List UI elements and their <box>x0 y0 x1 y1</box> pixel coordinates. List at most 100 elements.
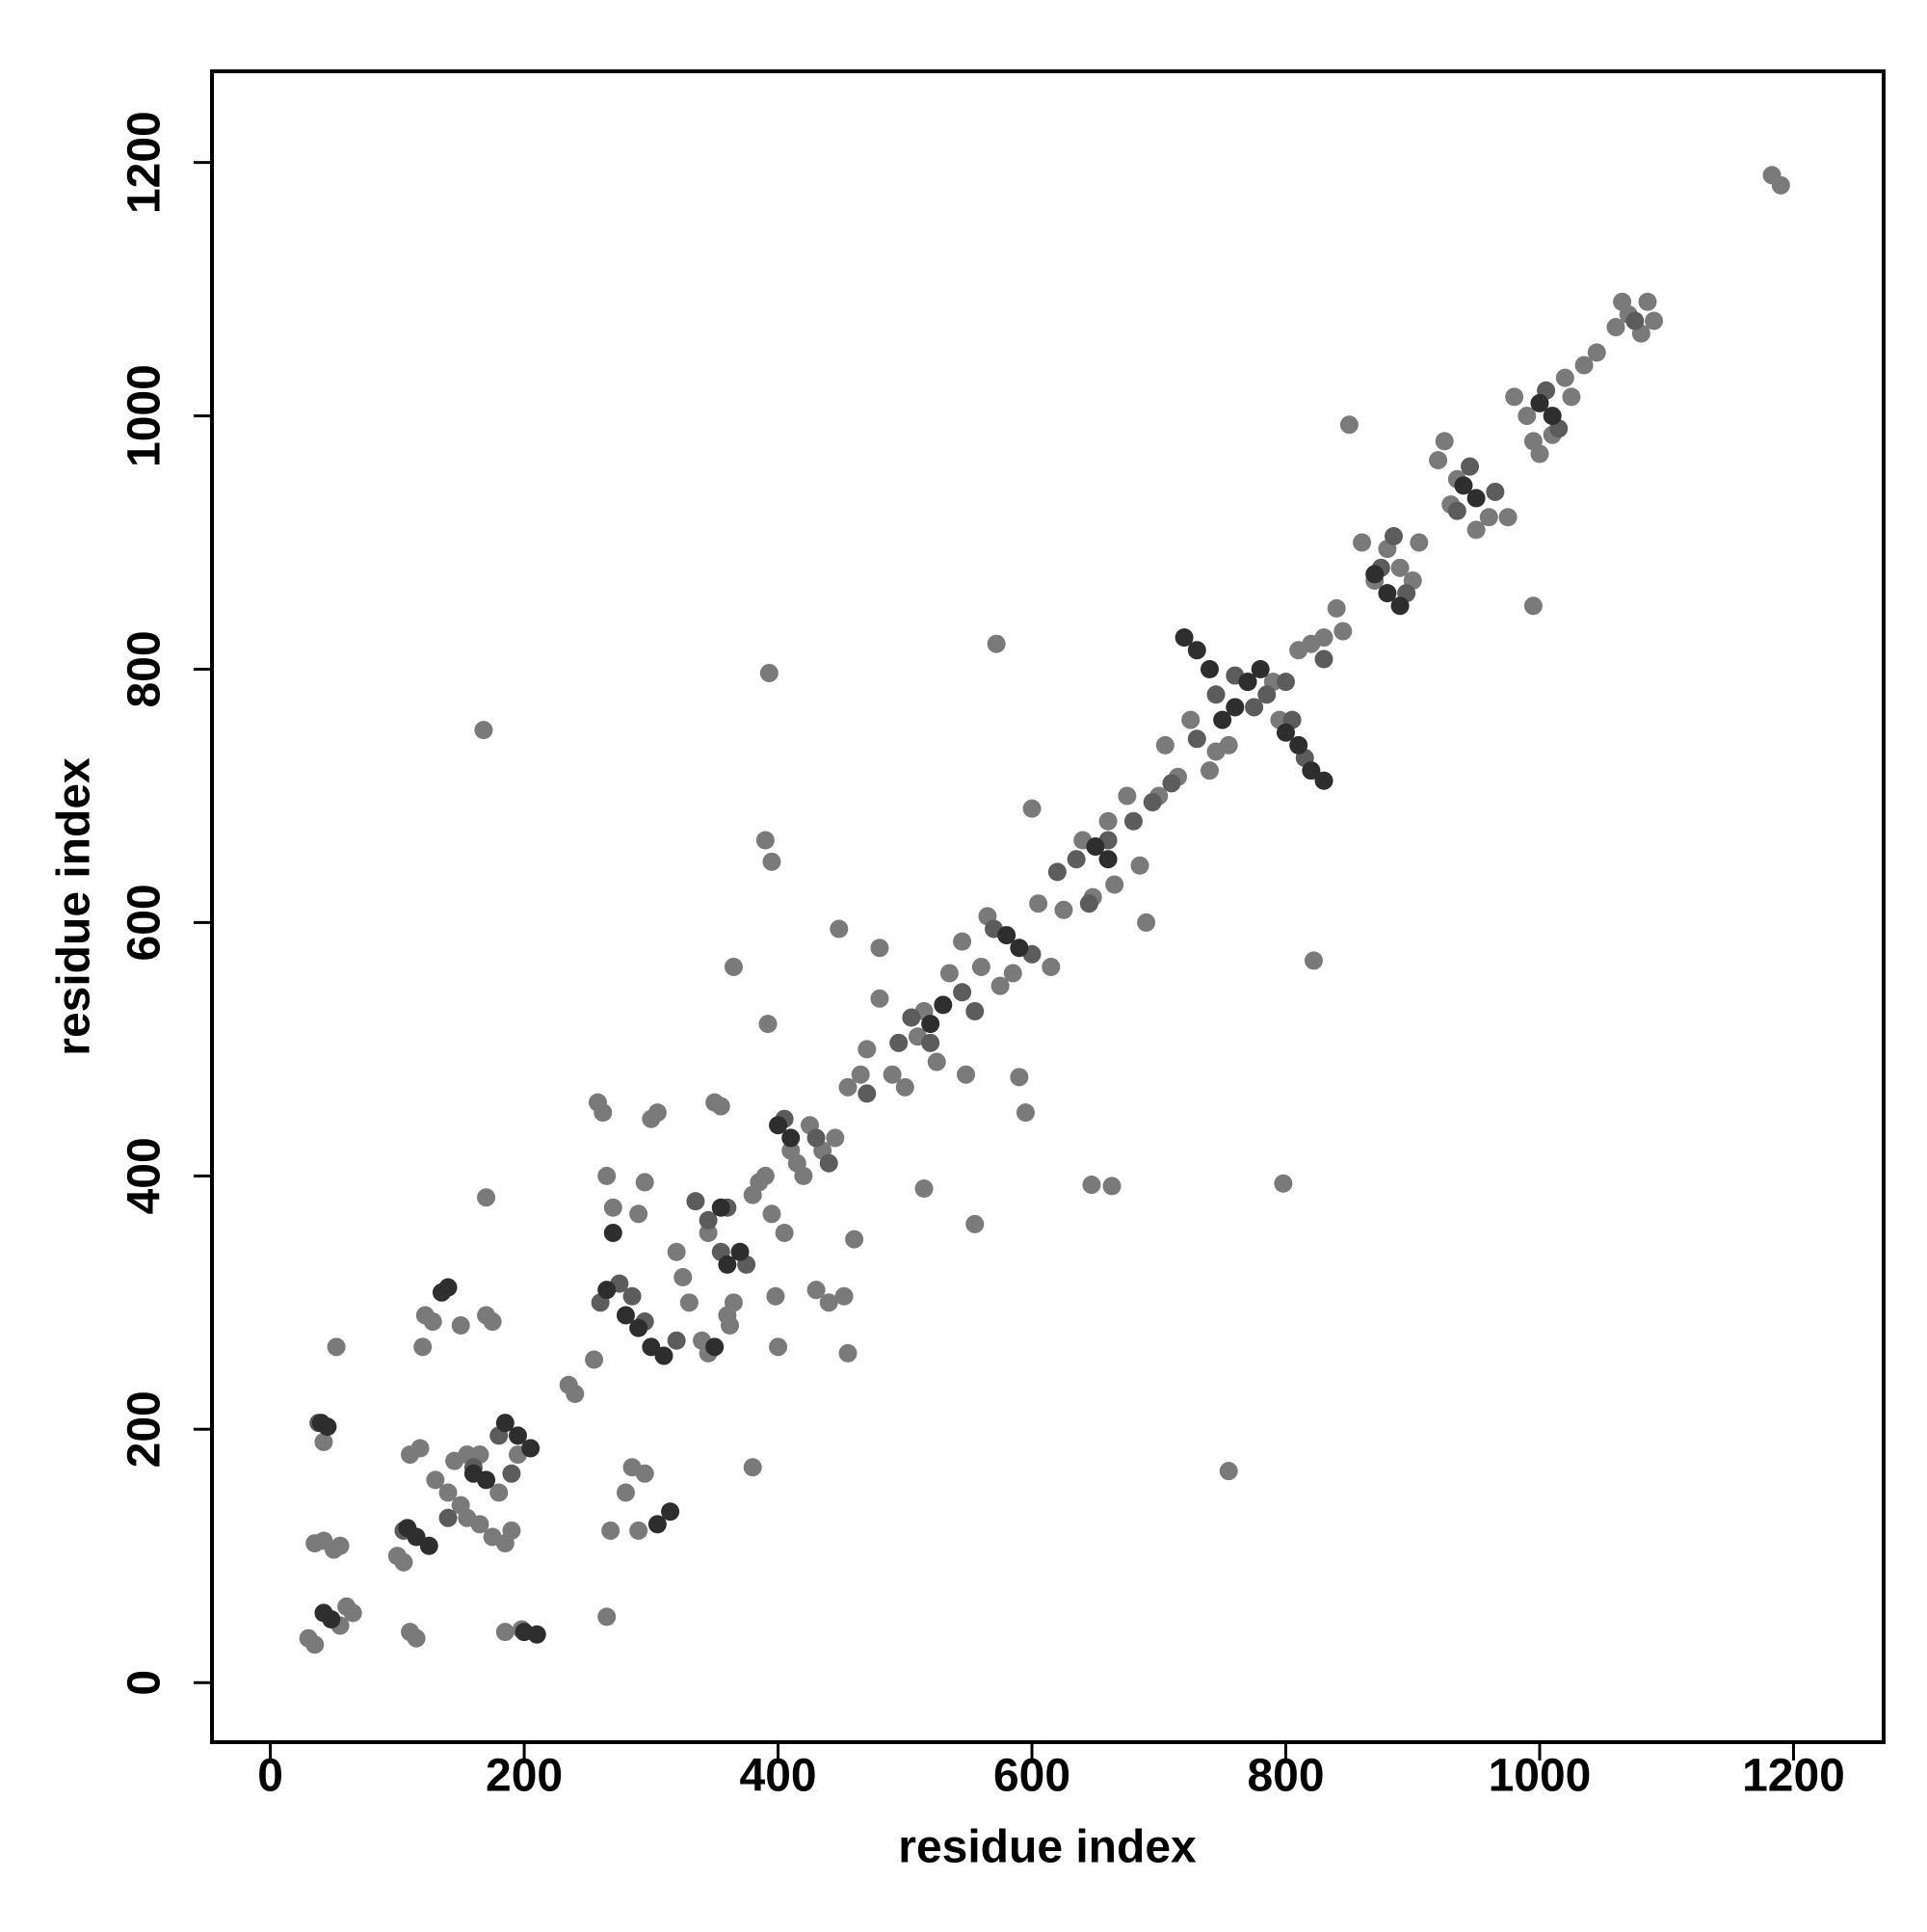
point <box>1574 356 1594 375</box>
point <box>603 1198 622 1217</box>
point <box>1219 735 1238 754</box>
point <box>314 1432 333 1451</box>
point <box>622 1286 642 1306</box>
point <box>1384 526 1403 545</box>
point <box>597 1166 617 1185</box>
point <box>654 1346 673 1365</box>
point <box>597 1607 617 1627</box>
point <box>1219 1462 1238 1481</box>
point <box>438 1278 458 1297</box>
point <box>603 1224 622 1243</box>
point <box>477 1188 496 1207</box>
point <box>1155 735 1175 754</box>
point <box>927 1052 946 1072</box>
point <box>1314 628 1333 648</box>
point <box>322 1609 341 1628</box>
point <box>1530 444 1549 463</box>
x-tick-label: 600 <box>993 1751 1070 1802</box>
point <box>1587 343 1606 362</box>
point <box>1523 596 1543 616</box>
point <box>957 1065 976 1084</box>
x-tick-label: 1000 <box>1489 1751 1592 1802</box>
point <box>413 1337 433 1357</box>
point <box>1289 735 1308 754</box>
point <box>343 1603 362 1623</box>
point <box>1435 432 1454 451</box>
point <box>1251 660 1270 679</box>
point <box>819 1153 838 1173</box>
point <box>616 1483 635 1502</box>
point <box>305 1635 325 1654</box>
point <box>769 1116 788 1135</box>
point <box>629 1521 648 1540</box>
point <box>327 1337 346 1357</box>
point <box>330 1536 350 1555</box>
point <box>1016 1103 1035 1123</box>
point <box>934 995 953 1015</box>
point <box>629 1318 648 1337</box>
point <box>762 1204 781 1224</box>
point <box>594 1103 613 1123</box>
point <box>647 1515 667 1534</box>
point <box>724 957 743 976</box>
point <box>1137 913 1156 932</box>
point <box>1304 951 1323 970</box>
point <box>642 1337 661 1357</box>
point <box>758 1015 778 1034</box>
point <box>724 1293 743 1312</box>
y-tick-label: 0 <box>119 1670 171 1696</box>
point <box>1327 598 1346 618</box>
point <box>407 1527 426 1547</box>
point <box>1082 1176 1101 1195</box>
point <box>474 721 493 740</box>
point <box>794 1166 813 1185</box>
point <box>1562 387 1581 407</box>
point <box>1245 698 1264 717</box>
point <box>1410 533 1429 552</box>
x-tick-label: 400 <box>740 1751 817 1802</box>
point <box>495 1623 515 1642</box>
point <box>1123 811 1143 831</box>
point <box>965 1001 985 1020</box>
point <box>939 964 959 983</box>
point <box>766 1286 785 1306</box>
point <box>1238 673 1257 692</box>
point <box>495 1414 515 1433</box>
x-axis-title: residue index <box>898 1822 1197 1873</box>
point <box>1118 786 1137 806</box>
point <box>1498 508 1518 527</box>
point <box>1625 311 1645 331</box>
point <box>1390 558 1410 577</box>
point <box>1638 292 1657 311</box>
point <box>1162 774 1181 793</box>
point <box>1187 729 1206 749</box>
point <box>720 1315 739 1335</box>
point <box>1555 368 1574 387</box>
point <box>1003 964 1022 983</box>
point <box>895 1077 914 1097</box>
point <box>667 1331 686 1350</box>
point <box>1105 875 1124 894</box>
point <box>1518 407 1537 426</box>
point <box>775 1224 794 1243</box>
point <box>997 926 1016 945</box>
point <box>870 989 889 1008</box>
point <box>1505 387 1524 407</box>
point <box>661 1502 680 1522</box>
point <box>1200 761 1219 781</box>
point <box>870 939 889 958</box>
point <box>601 1521 620 1540</box>
point <box>990 976 1010 995</box>
point <box>1206 685 1226 704</box>
point <box>834 1286 854 1306</box>
point <box>423 1312 442 1332</box>
point <box>705 1337 725 1357</box>
point <box>1486 482 1505 501</box>
point <box>699 1210 718 1230</box>
point <box>419 1536 438 1555</box>
point <box>1339 415 1359 435</box>
point <box>971 957 990 976</box>
point <box>1645 311 1664 331</box>
point <box>1378 584 1397 603</box>
